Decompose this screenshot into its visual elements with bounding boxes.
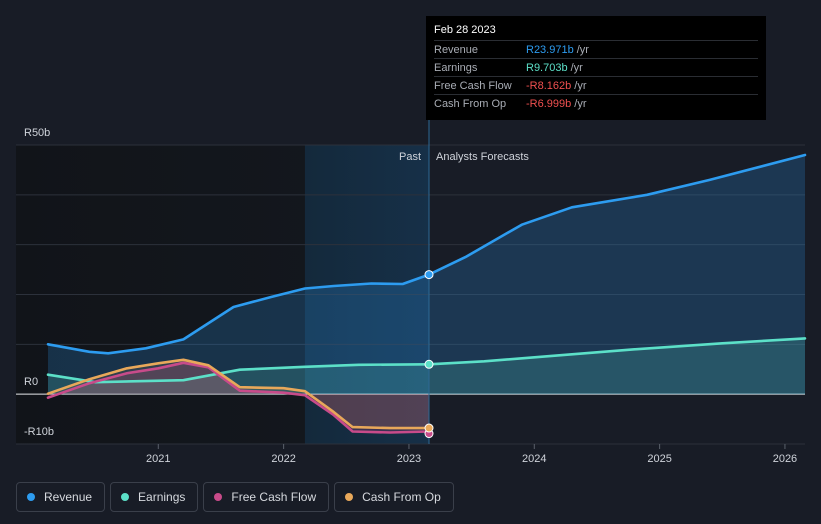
past-label: Past (399, 151, 421, 163)
x-tick-label: 2025 (647, 453, 671, 465)
tooltip-row-revenue: Revenue R23.971b /yr (434, 40, 758, 58)
tooltip-row-cash-from-op: Cash From Op -R6.999b /yr (434, 94, 758, 112)
x-tick-label: 2024 (522, 453, 546, 465)
legend-label: Revenue (44, 490, 93, 504)
tooltip-value: -R8.162b (526, 79, 572, 92)
gridlines (16, 144, 805, 445)
legend-item-earnings[interactable]: Earnings (110, 482, 199, 512)
tooltip-value: -R6.999b (526, 97, 572, 110)
tooltip-label: Cash From Op (434, 97, 507, 110)
forecast-label: Analysts Forecasts (436, 151, 529, 163)
y-tick-label: R50b (24, 127, 50, 139)
y-axis: R50b R0 -R10b (24, 127, 54, 438)
tooltip-label: Free Cash Flow (434, 79, 512, 92)
legend-label: Earnings (138, 490, 186, 504)
legend-item-revenue[interactable]: Revenue (16, 482, 106, 512)
highlight-dots (424, 270, 434, 439)
y-tick-label: -R10b (24, 426, 54, 438)
earnings-forecast-line (427, 337, 807, 366)
tooltip-unit: /yr (574, 79, 587, 92)
x-tick-label: 2023 (397, 453, 421, 465)
series-lines (46, 153, 807, 434)
legend-label: Cash From Op (362, 490, 441, 504)
legend-item-cash-from-op[interactable]: Cash From Op (334, 482, 454, 512)
free-cash-flow-dot-icon (214, 493, 223, 501)
tooltip-unit: /yr (570, 61, 583, 74)
revenue-forecast-line (427, 153, 807, 276)
tooltip-row-free-cash-flow: Free Cash Flow -R8.162b /yr (434, 76, 758, 94)
tooltip-unit: /yr (576, 43, 589, 56)
revenue-dot-icon (27, 493, 35, 501)
data-tooltip: Feb 28 2023 Revenue R23.971b /yr Earning… (426, 16, 766, 120)
tooltip-unit: /yr (574, 97, 587, 110)
x-tick-label: 2021 (146, 453, 170, 465)
cash-from-op-line (46, 358, 431, 430)
cash-from-op-highlight-point (424, 423, 434, 433)
legend: Revenue Earnings Free Cash Flow Cash Fro… (16, 482, 454, 512)
tooltip-value: R9.703b (526, 61, 568, 74)
tooltip-value: R23.971b (526, 43, 574, 56)
legend-label: Free Cash Flow (231, 490, 317, 504)
x-tick-label: 2022 (271, 453, 295, 465)
earnings-highlight-point (424, 359, 434, 369)
legend-item-free-cash-flow[interactable]: Free Cash Flow (203, 482, 330, 512)
tooltip-date: Feb 28 2023 (434, 24, 496, 36)
cash-from-op-dot-icon (345, 493, 354, 501)
tooltip-label: Earnings (434, 61, 478, 74)
revenue-highlight-point (424, 270, 434, 280)
tooltip-row-earnings: Earnings R9.703b /yr (434, 58, 758, 76)
x-tick-label: 2026 (773, 453, 797, 465)
chart-area: R50b R0 -R10b 2021 2022 2023 2024 2025 2026 Pas… (16, 120, 807, 465)
free-cash-flow-line (46, 361, 431, 434)
revenue-area (48, 155, 805, 395)
revenue-line (46, 273, 431, 355)
y-tick-label: R0 (24, 376, 38, 388)
earnings-dot-icon (121, 493, 130, 501)
x-axis: 2021 2022 2023 2024 2025 2026 (146, 444, 797, 465)
tooltip-label: Revenue (434, 43, 479, 56)
